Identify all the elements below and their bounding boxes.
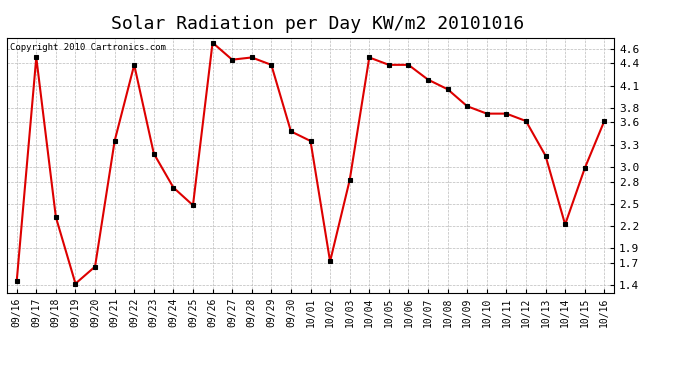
Text: Copyright 2010 Cartronics.com: Copyright 2010 Cartronics.com <box>10 43 166 52</box>
Text: Solar Radiation per Day KW/m2 20101016: Solar Radiation per Day KW/m2 20101016 <box>111 15 524 33</box>
